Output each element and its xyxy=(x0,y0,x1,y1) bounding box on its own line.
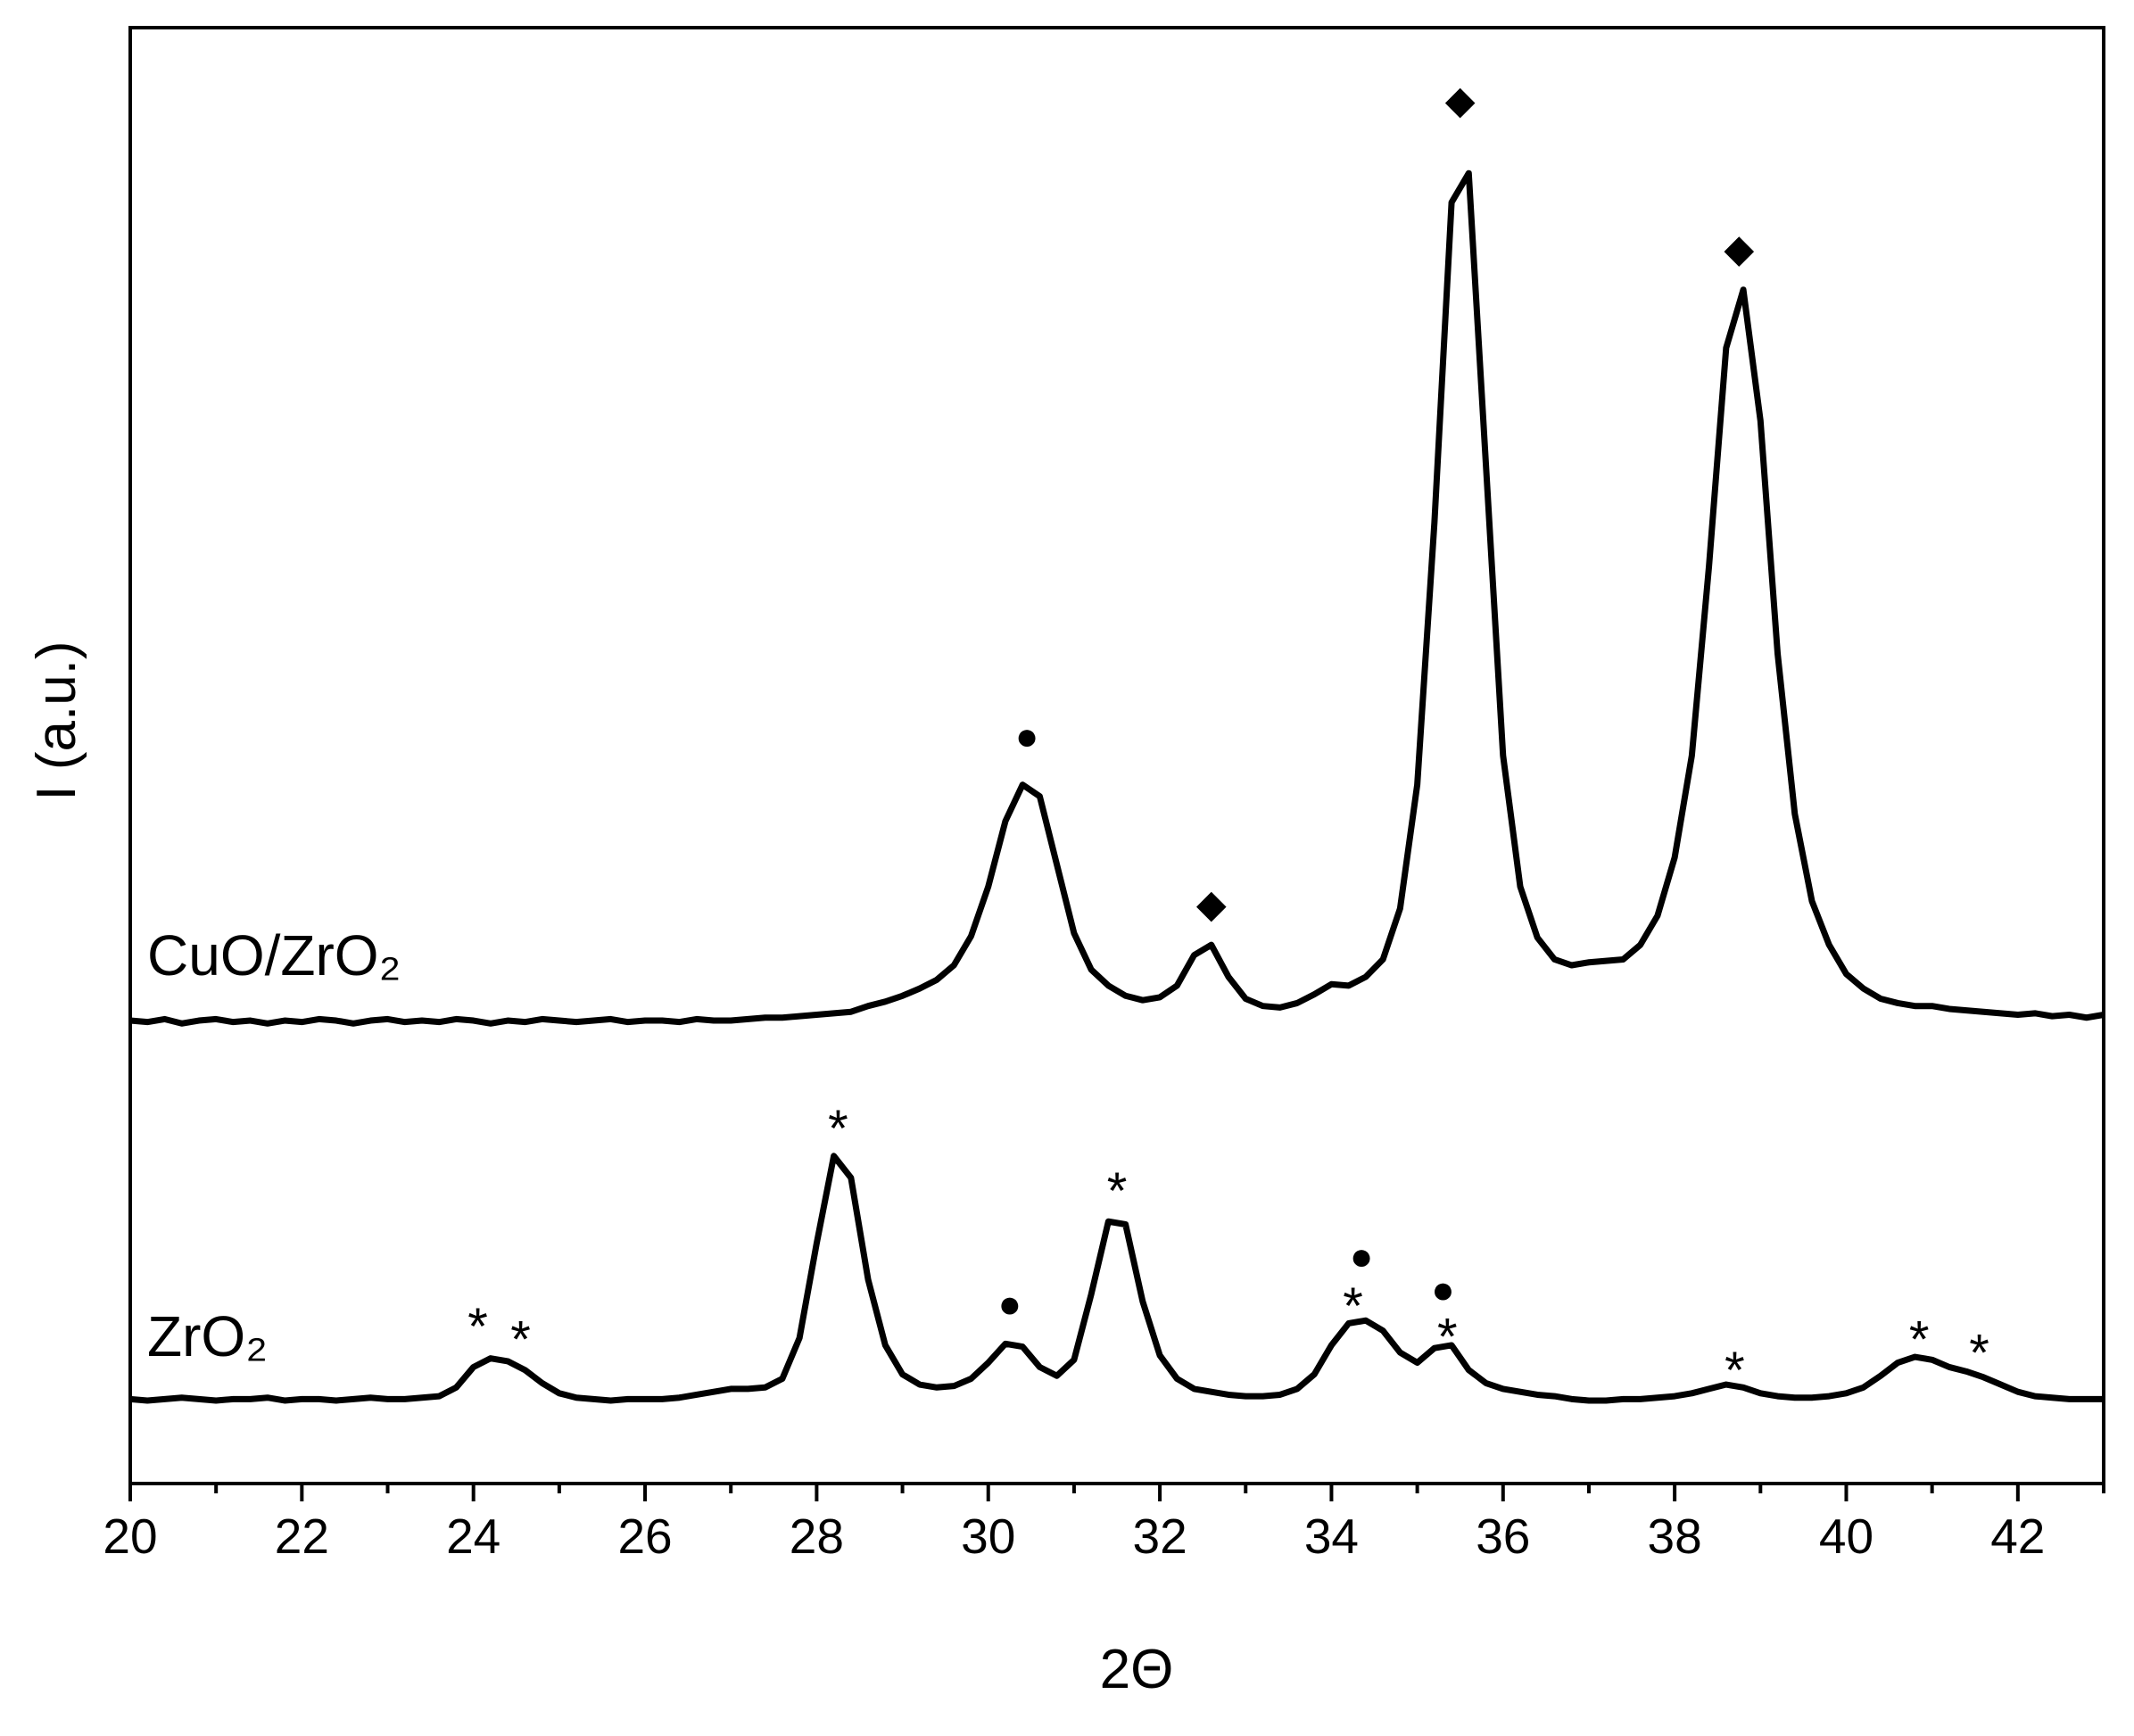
peak-marker: * xyxy=(510,1311,531,1369)
x-tick-label: 30 xyxy=(961,1509,1015,1564)
peak-marker: * xyxy=(1107,1162,1128,1220)
data-line xyxy=(129,1153,2104,1404)
x-tick-label: 34 xyxy=(1304,1509,1359,1564)
peak-marker: ● xyxy=(997,1283,1022,1327)
peak-marker: * xyxy=(1969,1324,1989,1382)
peak-marker: * xyxy=(1725,1342,1745,1400)
x-axis-title: 2Θ xyxy=(1100,1639,1174,1700)
x-tick-label: 36 xyxy=(1476,1509,1530,1564)
series-label: CuO/ZrO₂ xyxy=(147,923,401,988)
x-tick-label: 38 xyxy=(1648,1509,1702,1564)
x-tick-label: 26 xyxy=(617,1509,672,1564)
x-tick-label: 40 xyxy=(1819,1509,1873,1564)
peak-marker: ● xyxy=(1350,1235,1374,1278)
peak-marker: ◆ xyxy=(1196,882,1227,926)
peak-marker: ◆ xyxy=(1445,79,1476,122)
x-tick-label: 24 xyxy=(446,1509,500,1564)
peak-marker: * xyxy=(1437,1308,1458,1366)
data-line xyxy=(129,169,2105,1027)
peak-marker: * xyxy=(1343,1277,1363,1335)
peak-marker: ◆ xyxy=(1724,227,1754,270)
x-tick-label: 28 xyxy=(790,1509,844,1564)
peak-marker: ● xyxy=(1015,715,1039,758)
peak-marker: ● xyxy=(1431,1268,1455,1311)
peak-marker: * xyxy=(467,1298,488,1356)
plot-frame xyxy=(128,26,2105,1485)
x-tick-label: 32 xyxy=(1132,1509,1187,1564)
series-label: ZrO₂ xyxy=(147,1304,268,1368)
x-tick-label: 20 xyxy=(103,1509,157,1564)
x-tick-label: 42 xyxy=(1990,1509,2045,1564)
peak-marker: * xyxy=(1909,1311,1930,1369)
x-tick-label: 22 xyxy=(275,1509,329,1564)
peak-marker: * xyxy=(828,1100,848,1158)
y-axis-title: I (a.u.) xyxy=(26,641,87,800)
